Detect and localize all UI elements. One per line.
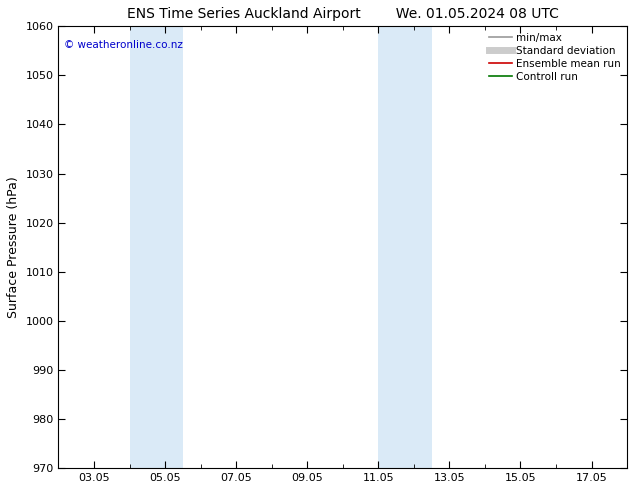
Legend: min/max, Standard deviation, Ensemble mean run, Controll run: min/max, Standard deviation, Ensemble me…	[485, 28, 625, 86]
Text: © weatheronline.co.nz: © weatheronline.co.nz	[64, 40, 183, 49]
Title: ENS Time Series Auckland Airport        We. 01.05.2024 08 UTC: ENS Time Series Auckland Airport We. 01.…	[127, 7, 559, 21]
Bar	[378, 26, 432, 468]
Y-axis label: Surface Pressure (hPa): Surface Pressure (hPa)	[7, 176, 20, 318]
Bar	[129, 26, 183, 468]
